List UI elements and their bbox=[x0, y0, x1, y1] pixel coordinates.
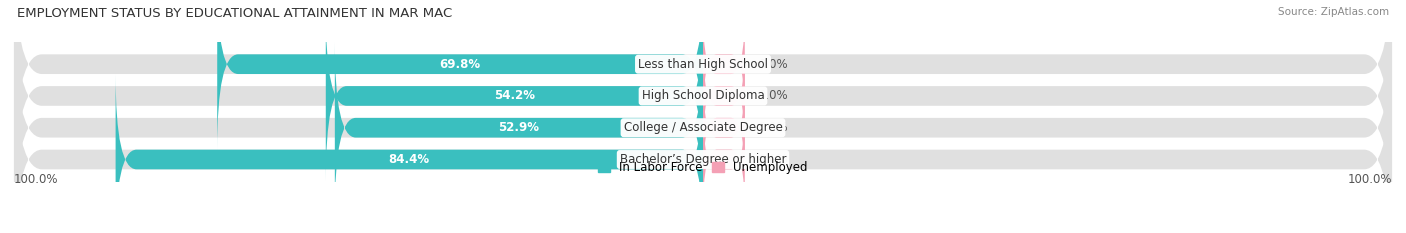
Text: 52.9%: 52.9% bbox=[498, 121, 540, 134]
Text: 54.2%: 54.2% bbox=[494, 89, 534, 103]
FancyBboxPatch shape bbox=[703, 74, 745, 182]
FancyBboxPatch shape bbox=[217, 0, 703, 150]
FancyBboxPatch shape bbox=[14, 42, 1392, 233]
FancyBboxPatch shape bbox=[326, 10, 703, 182]
FancyBboxPatch shape bbox=[14, 0, 1392, 182]
Text: 69.8%: 69.8% bbox=[440, 58, 481, 71]
FancyBboxPatch shape bbox=[14, 0, 1392, 213]
Text: EMPLOYMENT STATUS BY EDUCATIONAL ATTAINMENT IN MAR MAC: EMPLOYMENT STATUS BY EDUCATIONAL ATTAINM… bbox=[17, 7, 453, 20]
Text: 0.0%: 0.0% bbox=[759, 58, 789, 71]
Text: 84.4%: 84.4% bbox=[388, 153, 430, 166]
Text: High School Diploma: High School Diploma bbox=[641, 89, 765, 103]
Text: 0.0%: 0.0% bbox=[759, 121, 789, 134]
Text: 0.0%: 0.0% bbox=[759, 153, 789, 166]
Text: Source: ZipAtlas.com: Source: ZipAtlas.com bbox=[1278, 7, 1389, 17]
FancyBboxPatch shape bbox=[14, 10, 1392, 233]
Text: 0.0%: 0.0% bbox=[759, 89, 789, 103]
Legend: In Labor Force, Unemployed: In Labor Force, Unemployed bbox=[593, 156, 813, 179]
FancyBboxPatch shape bbox=[703, 42, 745, 150]
Text: 100.0%: 100.0% bbox=[1347, 173, 1392, 186]
FancyBboxPatch shape bbox=[703, 10, 745, 118]
FancyBboxPatch shape bbox=[335, 42, 703, 213]
Text: College / Associate Degree: College / Associate Degree bbox=[624, 121, 782, 134]
Text: Less than High School: Less than High School bbox=[638, 58, 768, 71]
Text: Bachelor’s Degree or higher: Bachelor’s Degree or higher bbox=[620, 153, 786, 166]
FancyBboxPatch shape bbox=[115, 74, 703, 233]
FancyBboxPatch shape bbox=[703, 106, 745, 213]
Text: 100.0%: 100.0% bbox=[14, 173, 59, 186]
